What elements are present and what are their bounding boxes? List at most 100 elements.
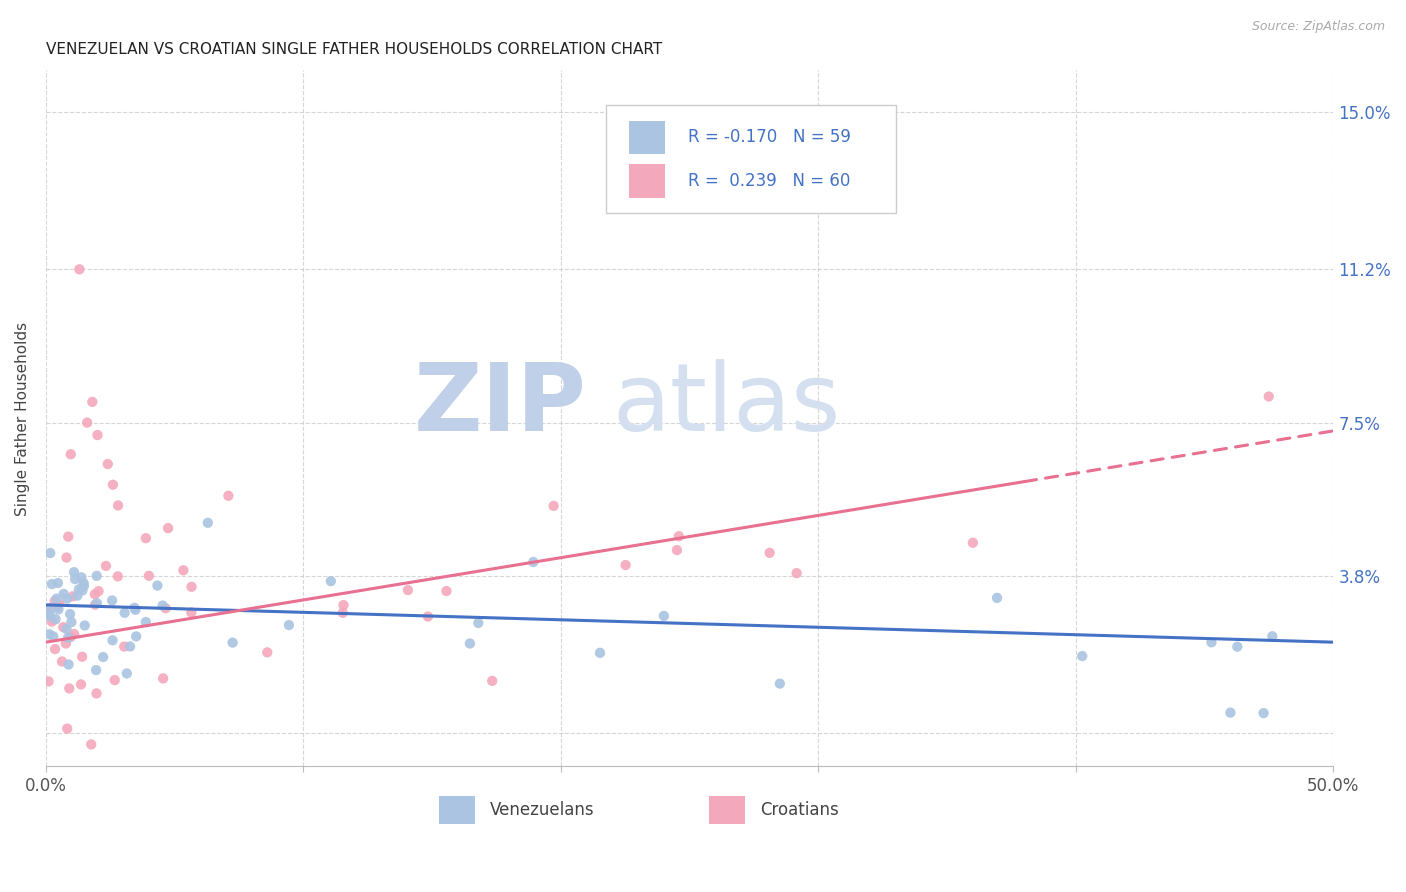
Point xyxy=(94,558,117,573)
Text: Croatians: Croatians xyxy=(761,801,839,820)
Point xyxy=(101,477,124,491)
Point xyxy=(522,555,544,569)
Point xyxy=(91,650,114,665)
Point xyxy=(59,630,82,644)
Point xyxy=(786,566,808,581)
Point xyxy=(104,673,127,687)
Point xyxy=(76,416,98,430)
Point xyxy=(38,602,60,616)
Point xyxy=(120,640,142,654)
Point xyxy=(55,550,77,565)
Point xyxy=(107,569,129,583)
Point xyxy=(80,738,103,752)
Point xyxy=(256,645,278,659)
Point xyxy=(84,663,107,677)
Point xyxy=(56,722,79,736)
Point xyxy=(67,582,90,597)
Y-axis label: Single Father Households: Single Father Households xyxy=(15,321,30,516)
Point xyxy=(758,546,780,560)
Point xyxy=(146,578,169,592)
Point xyxy=(63,565,86,579)
Point xyxy=(101,633,124,648)
Point xyxy=(1261,629,1284,643)
Point xyxy=(38,608,60,623)
Point xyxy=(46,576,69,591)
Point xyxy=(155,601,177,615)
Point xyxy=(58,631,80,645)
Point xyxy=(73,579,96,593)
Point xyxy=(614,558,637,572)
Point xyxy=(55,636,77,650)
Text: Source: ZipAtlas.com: Source: ZipAtlas.com xyxy=(1251,20,1385,33)
Point xyxy=(83,587,105,601)
Point xyxy=(332,598,354,612)
Point xyxy=(44,642,66,657)
Point xyxy=(180,606,202,620)
Point xyxy=(56,591,79,606)
Point xyxy=(101,593,124,607)
Point xyxy=(62,589,84,603)
Point xyxy=(769,676,792,690)
Text: atlas: atlas xyxy=(613,359,841,450)
Point xyxy=(652,608,675,623)
Point xyxy=(278,618,301,632)
Point xyxy=(135,531,157,545)
Point xyxy=(60,615,83,629)
Point xyxy=(197,516,219,530)
Point xyxy=(51,655,73,669)
Point xyxy=(69,262,91,277)
Point xyxy=(180,580,202,594)
Point xyxy=(319,574,342,589)
Point xyxy=(59,607,82,621)
Point xyxy=(86,569,108,583)
Point xyxy=(589,646,612,660)
Point xyxy=(41,577,63,591)
Point xyxy=(38,608,60,623)
Point xyxy=(45,612,67,626)
Point xyxy=(1071,649,1094,664)
Point xyxy=(217,489,239,503)
Point xyxy=(59,447,82,461)
Point xyxy=(87,584,110,599)
FancyBboxPatch shape xyxy=(606,105,896,213)
Point xyxy=(86,596,108,610)
Point xyxy=(221,635,243,649)
Point xyxy=(38,627,60,641)
Point xyxy=(1201,635,1223,649)
Point xyxy=(52,620,75,634)
FancyBboxPatch shape xyxy=(709,797,745,824)
FancyBboxPatch shape xyxy=(628,164,665,198)
Point xyxy=(1253,706,1275,720)
Point xyxy=(543,499,565,513)
Point xyxy=(42,629,65,643)
Point xyxy=(48,602,70,616)
Point xyxy=(73,576,96,591)
Point xyxy=(172,563,194,577)
Point xyxy=(332,606,354,620)
Point xyxy=(112,640,135,654)
Point xyxy=(152,672,174,686)
Point xyxy=(46,599,69,614)
Point xyxy=(668,529,690,543)
Point xyxy=(114,606,136,620)
Point xyxy=(70,570,93,584)
Point xyxy=(97,457,120,471)
Point xyxy=(84,598,107,612)
Point xyxy=(467,615,489,630)
Point xyxy=(58,530,80,544)
Point xyxy=(58,681,80,696)
Point xyxy=(55,622,77,636)
Point xyxy=(152,599,174,613)
Point xyxy=(1257,390,1279,404)
Point xyxy=(481,673,503,688)
Point xyxy=(396,583,419,598)
Point xyxy=(962,535,984,549)
Point xyxy=(39,546,62,560)
Point xyxy=(86,686,108,700)
Point xyxy=(58,657,80,672)
Text: Venezuelans: Venezuelans xyxy=(491,801,595,820)
Point xyxy=(157,521,180,535)
Point xyxy=(73,618,96,632)
Point xyxy=(39,601,62,615)
Text: R =  0.239   N = 60: R = 0.239 N = 60 xyxy=(689,172,851,190)
